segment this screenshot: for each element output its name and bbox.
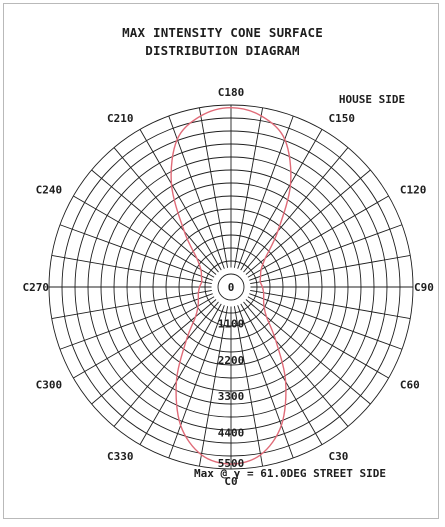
polar-grid (48, 104, 414, 470)
grid-spoke (237, 305, 294, 459)
series-layer (170, 106, 292, 465)
grid-spoke (73, 195, 215, 278)
grid-spoke (243, 301, 349, 427)
chart-title: MAX INTENSITY CONE SURFACE (122, 25, 323, 40)
angle-label: C30 (329, 450, 349, 463)
grid-spoke (240, 129, 323, 271)
grid-spoke (249, 293, 403, 350)
grid-spoke (139, 129, 222, 271)
grid-spoke (249, 224, 403, 281)
grid-spoke (243, 147, 349, 273)
grid-spoke (168, 305, 225, 459)
label-layer: 0 1100 2200 3300 4400 5500 C0 C30 C60 C90 C120 C150… (23, 86, 434, 488)
angle-label: C0 (224, 475, 237, 488)
grid-spoke (198, 107, 229, 268)
grid-spoke (113, 301, 219, 427)
angle-label: C210 (107, 112, 134, 125)
grid-spoke (233, 306, 264, 467)
grid-spoke (247, 296, 389, 379)
chart-subtitle: DISTRIBUTION DIAGRAM (145, 43, 300, 58)
grid-spoke (245, 169, 371, 275)
radial-tick-label: 5500 (218, 457, 245, 470)
grid-spoke (233, 107, 264, 268)
angle-label: C150 (329, 112, 356, 125)
grid-spoke (250, 289, 411, 320)
max-annotation: Max @ γ = 61.0DEG STREET SIDE (194, 467, 386, 480)
grid-spoke (139, 303, 222, 445)
grid-spoke (73, 296, 215, 379)
grid-spoke (250, 254, 411, 285)
house-side-annotation: HOUSE SIDE (339, 93, 405, 106)
angle-label: C120 (400, 184, 427, 197)
grid-spoke (51, 254, 212, 285)
angle-label: C300 (36, 379, 63, 392)
grid-spoke (168, 115, 225, 269)
grid-spoke (240, 303, 323, 445)
chart-frame (3, 3, 439, 519)
radial-tick-label: 1100 (218, 317, 245, 330)
angle-label: C180 (218, 86, 245, 99)
angle-label: C90 (414, 281, 434, 294)
grid-spoke (247, 195, 389, 278)
radial-tick-label: 0 (228, 281, 235, 294)
intensity-curve (170, 106, 292, 465)
grid-spoke (198, 306, 229, 467)
grid-ring (217, 273, 245, 301)
grid-spoke (51, 289, 212, 320)
grid-spoke (91, 169, 217, 275)
grid-spoke (59, 224, 213, 281)
radial-tick-label: 4400 (218, 427, 245, 440)
grid-spoke (237, 115, 294, 269)
radial-tick-label: 2200 (218, 354, 245, 367)
angle-label: C330 (107, 450, 134, 463)
angle-label: C270 (23, 281, 50, 294)
radial-tick-label: 3300 (218, 390, 245, 403)
angle-label: C60 (400, 379, 420, 392)
angle-label: C240 (36, 184, 63, 197)
grid-spoke (59, 293, 213, 350)
grid-spoke (113, 147, 219, 273)
